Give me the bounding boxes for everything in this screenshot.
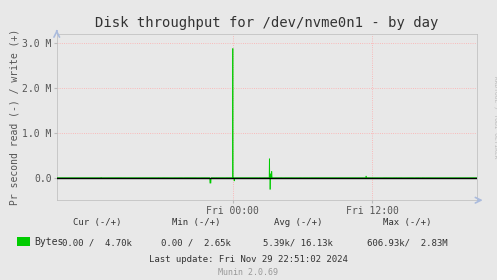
Title: Disk throughput for /dev/nvme0n1 - by day: Disk throughput for /dev/nvme0n1 - by da… <box>95 16 439 30</box>
Text: Cur (-/+): Cur (-/+) <box>73 218 121 227</box>
Y-axis label: Pr second read (-) / write (+): Pr second read (-) / write (+) <box>9 29 19 205</box>
Text: Avg (-/+): Avg (-/+) <box>274 218 323 227</box>
Text: Min (-/+): Min (-/+) <box>172 218 221 227</box>
Text: Max (-/+): Max (-/+) <box>383 218 432 227</box>
Text: Last update: Fri Nov 29 22:51:02 2024: Last update: Fri Nov 29 22:51:02 2024 <box>149 255 348 264</box>
Text: 606.93k/  2.83M: 606.93k/ 2.83M <box>367 238 448 247</box>
Text: 0.00 /  4.70k: 0.00 / 4.70k <box>62 238 132 247</box>
Text: RRDTOOL / TOBI OETIKER: RRDTOOL / TOBI OETIKER <box>494 76 497 158</box>
Text: 0.00 /  2.65k: 0.00 / 2.65k <box>162 238 231 247</box>
Text: Bytes: Bytes <box>34 237 63 247</box>
Text: 5.39k/ 16.13k: 5.39k/ 16.13k <box>263 238 333 247</box>
Text: Munin 2.0.69: Munin 2.0.69 <box>219 268 278 277</box>
